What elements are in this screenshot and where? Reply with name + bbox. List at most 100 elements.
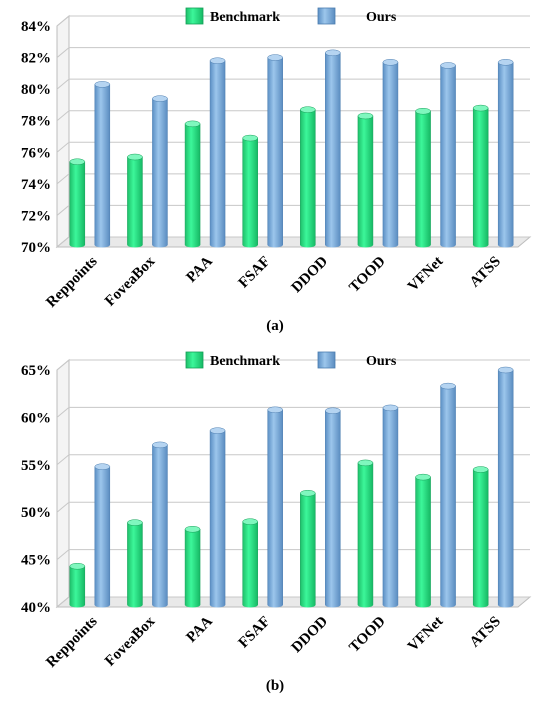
legend-item: Benchmark — [185, 351, 280, 369]
side-wall — [56, 14, 70, 249]
bar-base — [473, 602, 489, 608]
x-tick-label: VFNet — [405, 614, 446, 655]
bar-base — [185, 602, 201, 608]
bar-top — [94, 463, 111, 470]
bar — [184, 526, 201, 608]
x-tick-label: DDOD — [289, 253, 332, 296]
bar — [127, 153, 143, 248]
x-tick-label: PAA — [184, 613, 216, 645]
bar — [267, 54, 283, 248]
bar-body — [382, 407, 399, 606]
bar — [242, 518, 258, 608]
bar-base — [440, 242, 456, 248]
chart-b: 40% 45% 50% 55% 60% 65% Reppoints FoveaBox PAA FS… — [21, 351, 532, 694]
legend-item: Ours — [317, 7, 397, 25]
bar-top — [184, 526, 201, 533]
bar-body — [209, 60, 226, 246]
y-tick-label: 70% — [21, 240, 51, 256]
legend-item: Benchmark — [185, 7, 280, 25]
bar-body — [127, 156, 143, 246]
bar — [440, 382, 456, 608]
bar-top — [242, 134, 258, 142]
bar — [300, 106, 316, 248]
bar-base — [382, 602, 398, 608]
x-tick-label: PAA — [184, 253, 216, 285]
bar — [69, 562, 86, 608]
gridline — [56, 596, 530, 608]
legend-label: Ours — [366, 354, 397, 369]
x-tick-label: VFNet — [405, 254, 446, 295]
bar-top — [357, 459, 374, 467]
bar — [357, 112, 374, 248]
bar-top — [94, 81, 111, 88]
bar-base — [415, 242, 431, 248]
bar — [415, 107, 431, 248]
bar-body — [152, 444, 168, 606]
bar-base — [185, 242, 201, 248]
bar-top — [69, 158, 86, 166]
legend-swatch — [317, 7, 336, 25]
bar-body — [94, 84, 111, 246]
bar-top — [300, 489, 316, 497]
x-tick-label: TOOD — [346, 253, 388, 295]
y-tick-label: 65% — [21, 363, 51, 379]
bar-body — [440, 385, 456, 606]
bar — [152, 441, 168, 608]
bar-top — [300, 106, 316, 113]
bar-base — [210, 242, 226, 248]
bar-top — [382, 404, 399, 412]
bar-body — [300, 492, 316, 606]
bar-base — [498, 602, 514, 608]
y-tick-label: 40% — [21, 600, 51, 616]
gridline — [56, 141, 530, 153]
gridline — [56, 549, 530, 560]
bar-top — [357, 112, 374, 120]
bar-body — [300, 109, 316, 246]
bar-top — [415, 107, 431, 115]
bar — [94, 463, 111, 608]
bar-base — [242, 602, 258, 608]
legend-swatch — [185, 7, 204, 25]
bar-body — [69, 565, 86, 606]
gridline — [56, 47, 530, 58]
bar-base — [267, 242, 283, 248]
bar-top — [440, 382, 456, 390]
x-tick-label: ATSS — [467, 254, 504, 291]
y-tick-label: 60% — [21, 410, 51, 426]
chart-a: 70% 72% 74% 76% 78% 80% 82% 84% Reppoints FoveaBo… — [21, 7, 532, 334]
bar — [300, 489, 316, 608]
bar-body — [209, 430, 226, 606]
bar — [94, 81, 111, 248]
side-wall — [56, 358, 70, 609]
bar — [325, 49, 341, 248]
gridline — [56, 204, 530, 216]
bar-body — [69, 161, 86, 246]
bar-top — [497, 366, 514, 374]
legend-swatch — [185, 351, 204, 369]
bar-base — [94, 602, 110, 608]
bar — [152, 95, 168, 248]
legend-label: Benchmark — [210, 10, 280, 25]
bar-body — [497, 62, 514, 246]
bar-body — [497, 369, 514, 606]
bar-top — [325, 49, 341, 57]
legend-label: Benchmark — [210, 354, 280, 369]
bar — [184, 120, 201, 248]
bar — [209, 57, 226, 248]
y-tick-label: 76% — [21, 145, 51, 161]
bar-top — [152, 441, 168, 449]
bar — [267, 406, 283, 608]
bar-body — [242, 521, 258, 606]
bar-base — [415, 602, 431, 608]
legend-item: Ours — [317, 351, 397, 369]
bar-body — [127, 522, 143, 606]
y-tick-label: 80% — [21, 82, 51, 98]
bar-body — [472, 469, 489, 606]
gridline — [56, 359, 530, 371]
bar-body — [242, 137, 258, 246]
legend-swatch — [317, 351, 336, 369]
bar-top — [209, 427, 226, 434]
bar-base — [242, 242, 258, 248]
bar — [382, 404, 399, 608]
